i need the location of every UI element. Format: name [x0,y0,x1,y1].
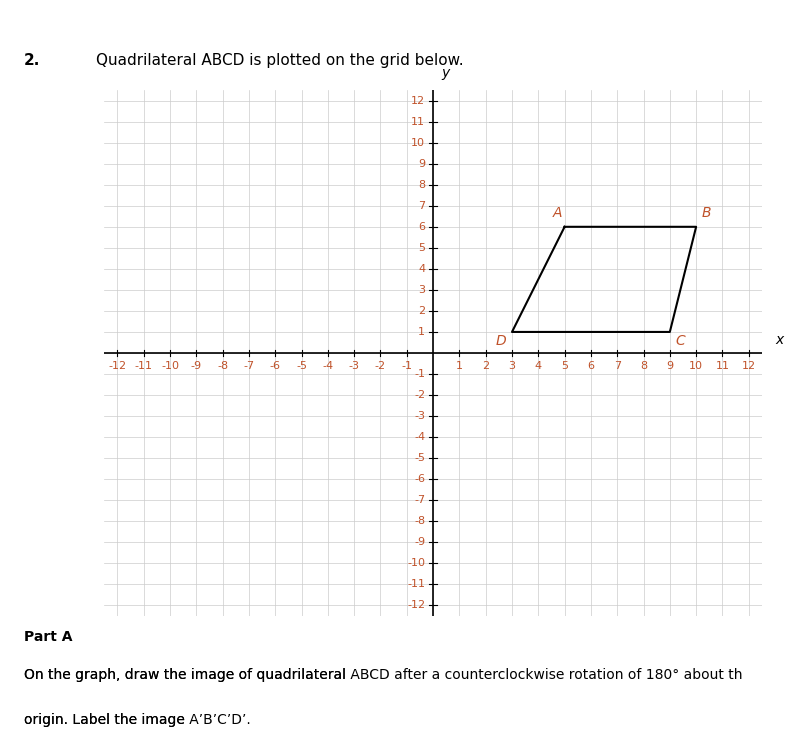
Text: 8: 8 [418,179,425,190]
Text: 9: 9 [666,361,674,372]
Text: 3: 3 [418,285,425,295]
Text: 4: 4 [535,361,542,372]
Text: A: A [553,207,562,221]
Text: -7: -7 [414,495,425,505]
Text: 12: 12 [742,361,755,372]
Text: -1: -1 [401,361,412,372]
Text: D: D [496,334,507,348]
Text: -3: -3 [349,361,359,372]
Text: -4: -4 [414,432,425,442]
Text: 8: 8 [640,361,647,372]
Text: 3: 3 [508,361,516,372]
Text: B: B [702,207,711,221]
Text: origin. Label the image A’B’C’D’.: origin. Label the image A’B’C’D’. [24,713,251,727]
Text: x: x [775,333,784,347]
Text: -8: -8 [217,361,229,372]
Text: -11: -11 [135,361,152,372]
Text: 11: 11 [715,361,730,372]
Text: -12: -12 [407,600,425,611]
Text: 5: 5 [561,361,568,372]
Text: -2: -2 [414,390,425,400]
Text: 6: 6 [418,222,425,232]
Text: 11: 11 [411,116,425,127]
Text: 7: 7 [614,361,621,372]
Text: On the graph, draw the image of quadrilateral ABCD after a counterclockwise rota: On the graph, draw the image of quadrila… [24,668,743,682]
Text: -5: -5 [414,453,425,463]
Text: 12: 12 [411,95,425,106]
Text: -2: -2 [375,361,386,372]
Text: Part A: Part A [24,629,72,644]
Text: origin. Label the image: origin. Label the image [24,713,189,727]
Text: -4: -4 [322,361,334,372]
Text: Quadrilateral ABCD is plotted on the grid below.: Quadrilateral ABCD is plotted on the gri… [96,53,464,68]
Text: -11: -11 [407,579,425,590]
Text: -10: -10 [161,361,179,372]
Text: 2.: 2. [24,53,40,68]
Text: -6: -6 [269,361,281,372]
Text: -9: -9 [414,537,425,547]
Text: -7: -7 [243,361,254,372]
Text: -12: -12 [108,361,127,372]
Text: 2: 2 [482,361,489,372]
Text: 9: 9 [418,158,425,169]
Text: -3: -3 [414,411,425,421]
Text: 2: 2 [418,306,425,316]
Text: -9: -9 [191,361,202,372]
Text: 5: 5 [418,243,425,253]
Text: -8: -8 [414,516,425,526]
Text: 4: 4 [418,264,425,274]
Text: -10: -10 [407,558,425,569]
Text: 10: 10 [689,361,703,372]
Text: On the graph, draw the image of quadrilateral: On the graph, draw the image of quadrila… [24,668,350,682]
Text: 6: 6 [587,361,594,372]
Text: C: C [675,334,685,348]
Text: -1: -1 [414,369,425,379]
Text: 1: 1 [418,327,425,337]
Text: 1: 1 [456,361,463,372]
Text: y: y [441,65,449,80]
Text: -5: -5 [296,361,307,372]
Text: 7: 7 [418,201,425,211]
Text: 10: 10 [411,137,425,148]
Text: -6: -6 [414,474,425,484]
